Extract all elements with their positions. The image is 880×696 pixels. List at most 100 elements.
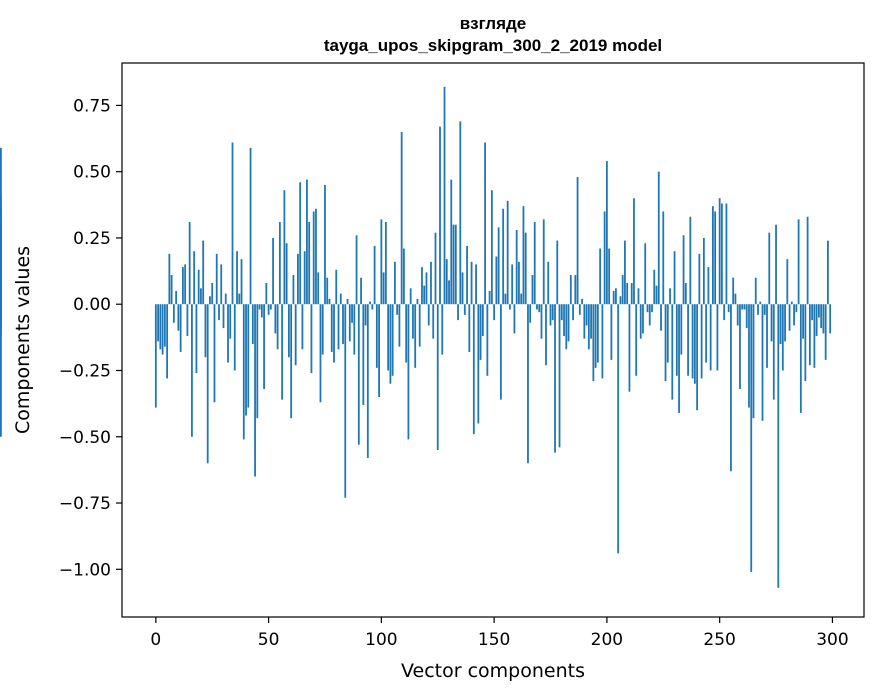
bar bbox=[348, 304, 351, 342]
bar bbox=[599, 248, 602, 305]
bar bbox=[267, 304, 270, 315]
bar bbox=[0, 304, 2, 337]
bar bbox=[727, 304, 730, 313]
bar bbox=[813, 304, 816, 368]
bar bbox=[486, 304, 489, 376]
bar bbox=[342, 304, 344, 344]
y-tick-label: 0.50 bbox=[73, 163, 111, 183]
bar bbox=[660, 304, 662, 331]
bar bbox=[285, 243, 288, 305]
bar bbox=[542, 219, 545, 305]
x-tick-label: 300 bbox=[816, 630, 848, 650]
bar bbox=[269, 304, 272, 310]
bar bbox=[678, 304, 680, 413]
x-tick-label: 200 bbox=[591, 630, 623, 650]
bar bbox=[227, 304, 229, 363]
bar bbox=[430, 261, 432, 305]
bar bbox=[378, 304, 380, 397]
bar bbox=[369, 301, 371, 305]
bar bbox=[233, 304, 236, 371]
bar bbox=[615, 288, 617, 305]
bar bbox=[691, 304, 694, 379]
bar bbox=[204, 304, 207, 358]
bar bbox=[301, 304, 304, 350]
bar bbox=[166, 304, 168, 379]
bar bbox=[684, 283, 687, 305]
bar bbox=[450, 179, 453, 305]
y-axis-label: Components values bbox=[12, 246, 34, 434]
bar bbox=[326, 277, 329, 305]
bar bbox=[220, 264, 223, 305]
bar bbox=[518, 261, 520, 305]
bar bbox=[434, 232, 437, 305]
bar bbox=[808, 304, 811, 366]
bar bbox=[680, 304, 683, 355]
bar bbox=[648, 304, 651, 326]
y-tick-label: 0.00 bbox=[73, 295, 111, 315]
bar bbox=[556, 240, 559, 305]
bar bbox=[718, 198, 721, 305]
x-tick-label: 50 bbox=[258, 630, 280, 650]
bar bbox=[154, 304, 157, 408]
bar bbox=[732, 277, 735, 305]
bar bbox=[344, 304, 347, 498]
bar bbox=[797, 219, 800, 305]
bar bbox=[448, 280, 450, 305]
bar bbox=[366, 304, 369, 458]
bar bbox=[215, 253, 218, 305]
bar bbox=[551, 304, 554, 321]
bar bbox=[653, 269, 656, 305]
bar bbox=[716, 304, 719, 371]
bar bbox=[414, 304, 417, 368]
bar bbox=[730, 304, 732, 472]
bar bbox=[793, 304, 795, 326]
bar bbox=[472, 304, 475, 435]
bar bbox=[806, 216, 809, 305]
bar bbox=[741, 304, 744, 310]
x-tick-label: 100 bbox=[365, 630, 397, 650]
bar bbox=[403, 248, 405, 305]
bar bbox=[757, 304, 759, 315]
bar bbox=[495, 256, 498, 305]
bar bbox=[569, 275, 572, 305]
bar bbox=[585, 304, 588, 326]
bar bbox=[509, 304, 511, 310]
bar bbox=[324, 184, 326, 305]
bar bbox=[687, 304, 689, 376]
bar bbox=[617, 304, 620, 554]
chart-title: взгляде bbox=[460, 14, 527, 33]
bar bbox=[398, 304, 401, 347]
bar bbox=[775, 224, 777, 305]
bar bbox=[630, 283, 633, 305]
bar bbox=[168, 253, 171, 305]
bar bbox=[664, 304, 667, 382]
bar bbox=[389, 304, 392, 384]
bar bbox=[242, 304, 245, 440]
bar bbox=[463, 304, 466, 315]
bar bbox=[265, 283, 268, 305]
bar bbox=[639, 304, 642, 339]
bar bbox=[493, 304, 496, 321]
bar bbox=[231, 142, 234, 305]
bar bbox=[781, 304, 784, 371]
bar bbox=[657, 171, 660, 305]
bar bbox=[427, 304, 430, 326]
bar bbox=[436, 304, 439, 451]
bar bbox=[624, 240, 626, 305]
bar bbox=[739, 304, 741, 390]
y-tick-label: 0.75 bbox=[73, 96, 111, 116]
bar bbox=[159, 304, 162, 350]
bar bbox=[188, 222, 191, 305]
bar bbox=[459, 121, 462, 305]
bar bbox=[666, 304, 669, 363]
bar bbox=[211, 283, 214, 305]
bar bbox=[592, 304, 595, 382]
bar bbox=[671, 304, 674, 400]
bar bbox=[827, 240, 829, 305]
bar bbox=[626, 283, 629, 305]
bar bbox=[362, 304, 365, 405]
bar bbox=[391, 304, 394, 376]
y-tick-label: −0.25 bbox=[59, 361, 111, 381]
bar bbox=[477, 304, 480, 424]
bar bbox=[587, 304, 590, 350]
